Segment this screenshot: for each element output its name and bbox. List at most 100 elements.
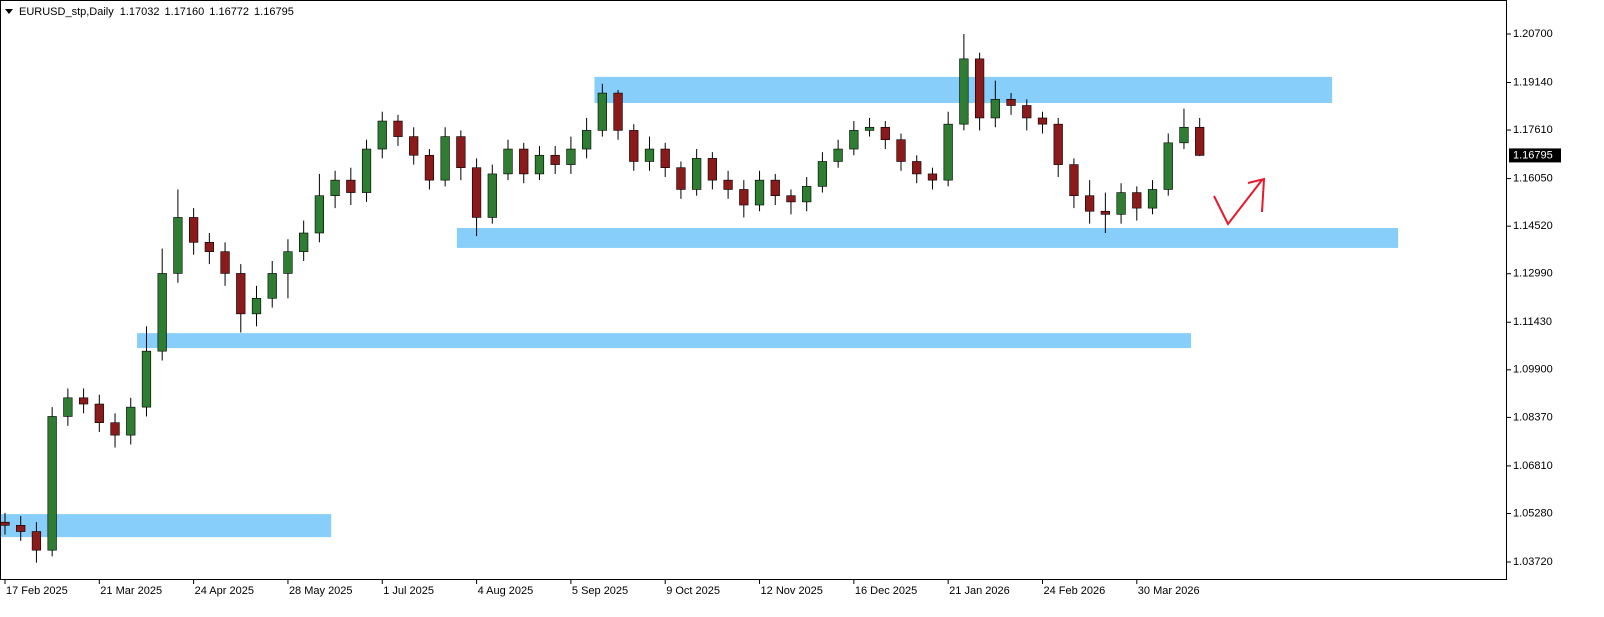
- candle-body: [550, 154, 560, 165]
- y-tick-label: 1.03720: [1513, 556, 1553, 568]
- candles: [0, 33, 1205, 563]
- axes: 1.03720 1.05280 1.06810 1.08370 1.09900 1.114…: [4, 28, 1561, 597]
- y-tick-label: 1.12990: [1513, 268, 1553, 280]
- y-tick-label: 1.16050: [1513, 172, 1553, 184]
- menu-icon: [5, 9, 13, 14]
- candle-body: [1069, 164, 1079, 196]
- candle-body: [770, 179, 780, 196]
- candle-body: [786, 195, 796, 203]
- candle-body: [974, 58, 985, 119]
- candle-body: [487, 173, 497, 218]
- ohlc-header: 1.17032 1.17160 1.16772 1.16795: [120, 6, 294, 18]
- ohlc-value: 1.17160: [165, 6, 205, 18]
- candle-body: [990, 98, 1000, 119]
- y-tick-label: 1.20700: [1513, 28, 1553, 40]
- candle-body: [456, 136, 466, 168]
- candle-body: [534, 154, 545, 175]
- y-tick-label: 1.06810: [1513, 460, 1553, 472]
- candle-body: [220, 251, 230, 274]
- x-tick-label: 1 Jul 2025: [383, 585, 434, 597]
- candle-body: [330, 179, 340, 196]
- symbol-label: EURUSD_stp,Daily: [19, 6, 114, 18]
- candle-body: [723, 179, 733, 190]
- candle-body: [31, 531, 42, 551]
- candle-body: [581, 130, 592, 150]
- candle-body: [707, 158, 717, 181]
- candle-body: [1179, 126, 1189, 144]
- candle-body: [613, 92, 623, 131]
- candle-body: [1147, 189, 1158, 209]
- candle-body: [692, 158, 702, 190]
- candle-body: [63, 397, 73, 417]
- candle-body: [739, 189, 749, 206]
- candle-body: [1163, 142, 1173, 190]
- candle-body: [912, 161, 922, 175]
- support-resistance-zone: [0, 514, 332, 538]
- candle-body: [94, 403, 104, 423]
- candle-body: [1037, 117, 1048, 125]
- candle-body: [943, 123, 953, 181]
- candle-body: [377, 120, 387, 150]
- candle-body: [0, 521, 10, 526]
- candle-body: [833, 148, 843, 162]
- candle-body: [880, 126, 890, 141]
- y-tick-label: 1.08370: [1513, 411, 1553, 423]
- candle-body: [236, 273, 246, 315]
- candle-body: [314, 195, 325, 234]
- candle-body: [157, 273, 167, 352]
- x-tick-label: 24 Feb 2026: [1043, 585, 1105, 597]
- x-tick-label: 12 Nov 2025: [761, 585, 823, 597]
- candle-body: [959, 58, 969, 125]
- candle-body: [440, 136, 450, 181]
- x-tick-label: 21 Mar 2025: [100, 585, 162, 597]
- last-price-label: 1.16795: [1513, 149, 1553, 161]
- candle-body: [896, 139, 906, 162]
- y-tick-label: 1.19140: [1513, 76, 1553, 88]
- support-resistance-zone: [137, 333, 1192, 349]
- candle-body: [1195, 126, 1205, 156]
- candle-body: [503, 148, 513, 175]
- candle-body: [251, 298, 262, 315]
- candle-body: [204, 242, 214, 252]
- x-tick-label: 9 Oct 2025: [666, 585, 720, 597]
- candle-body: [110, 422, 120, 436]
- candle-body: [1085, 195, 1095, 212]
- candle-body: [141, 350, 152, 408]
- candle-body: [817, 161, 828, 187]
- candle-body: [629, 130, 639, 162]
- candle-body: [864, 126, 875, 131]
- ohlc-value: 1.16795: [254, 6, 294, 18]
- plot-frame: [0, 0, 1507, 580]
- y-tick-label: 1.11430: [1513, 316, 1552, 328]
- candle-body: [802, 186, 812, 203]
- candle-body: [660, 148, 670, 168]
- candle-body: [519, 148, 529, 175]
- y-tick-label: 1.14520: [1513, 220, 1553, 232]
- candle-body: [471, 167, 482, 218]
- candle-body: [927, 173, 938, 181]
- candle-body: [1132, 192, 1142, 209]
- last-price-tag: [1509, 148, 1561, 163]
- candle-body: [1053, 123, 1063, 165]
- candle-body: [393, 120, 403, 137]
- x-tick-label: 30 Mar 2026: [1138, 585, 1200, 597]
- candle-body: [47, 416, 57, 551]
- candle-body: [1116, 192, 1126, 215]
- support-resistance-zone: [456, 228, 1399, 248]
- x-tick-label: 21 Jan 2026: [949, 585, 1010, 597]
- y-tick-label: 1.17610: [1513, 124, 1553, 136]
- candle-body: [424, 154, 435, 181]
- candle-body: [189, 217, 199, 243]
- candle-body: [849, 130, 859, 150]
- candle-body: [1006, 98, 1016, 106]
- candle-body: [754, 179, 765, 206]
- candle-body: [346, 179, 356, 193]
- x-tick-label: 28 May 2025: [289, 585, 353, 597]
- candle-body: [676, 167, 686, 190]
- candle-body: [283, 251, 293, 274]
- x-tick-label: 4 Aug 2025: [478, 585, 534, 597]
- candle-body: [78, 397, 89, 405]
- y-tick-label: 1.09900: [1513, 364, 1553, 376]
- candle-body: [299, 232, 309, 252]
